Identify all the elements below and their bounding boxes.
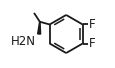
Text: H2N: H2N: [10, 35, 35, 48]
Polygon shape: [37, 22, 40, 34]
Text: F: F: [88, 37, 95, 50]
Text: F: F: [88, 18, 95, 31]
